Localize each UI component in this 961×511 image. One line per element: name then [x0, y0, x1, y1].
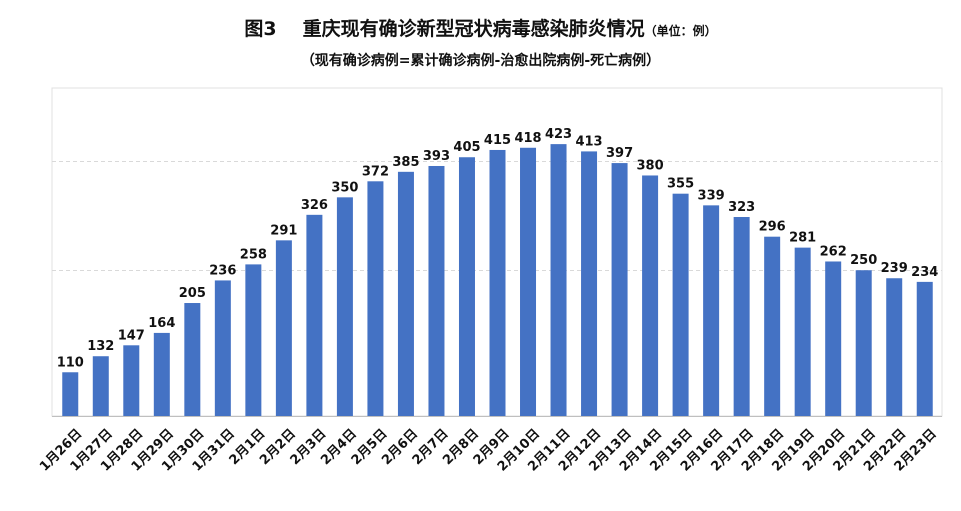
bar: [62, 372, 79, 416]
bar: [153, 332, 170, 416]
bar: [397, 171, 414, 416]
data-label: 405: [453, 140, 480, 155]
bar: [123, 345, 140, 416]
bar: [581, 151, 598, 416]
data-label: 393: [423, 149, 450, 164]
data-label: 239: [881, 261, 908, 276]
bar: [764, 236, 781, 416]
data-label: 413: [575, 134, 602, 149]
title-text: 重庆现有确诊新型冠状病毒感染肺炎情况: [302, 18, 645, 40]
data-label: 385: [392, 155, 419, 170]
data-label: 110: [57, 355, 84, 370]
data-label: 423: [545, 127, 572, 142]
bar: [489, 149, 506, 416]
bar: [184, 303, 201, 416]
bar: [703, 205, 720, 416]
data-label: 380: [637, 158, 664, 173]
data-label: 326: [301, 198, 328, 213]
data-label: 415: [484, 133, 511, 148]
data-label: 132: [87, 339, 114, 354]
data-label: 350: [331, 180, 358, 195]
bar: [92, 356, 109, 416]
bar: [306, 214, 323, 416]
bar: [794, 247, 811, 416]
chart-subtitle: （现有确诊病例=累计确诊病例-治愈出院病例-死亡病例）: [300, 53, 661, 69]
data-label: 418: [514, 131, 541, 146]
chart-title: 图3 重庆现有确诊新型冠状病毒感染肺炎情况（单位：例）: [0, 14, 961, 41]
bar: [245, 264, 262, 416]
data-label: 147: [118, 328, 145, 343]
data-label: 339: [698, 188, 725, 203]
data-label: 291: [270, 223, 297, 238]
bar: [367, 181, 384, 416]
bar: [886, 278, 903, 416]
data-label: 262: [820, 244, 847, 259]
bar: [916, 281, 933, 416]
unit-label: （单位：例）: [644, 24, 717, 38]
data-label: 281: [789, 231, 816, 246]
figure-number: 图3: [244, 18, 277, 40]
bar: [336, 197, 353, 416]
data-label: 372: [362, 164, 389, 179]
bar: [733, 217, 750, 416]
data-label: 296: [759, 220, 786, 235]
bar: [428, 165, 445, 416]
bar: [214, 280, 231, 416]
data-label: 236: [209, 263, 236, 278]
bar: [825, 261, 842, 416]
data-label: 258: [240, 247, 267, 262]
data-label: 234: [911, 265, 938, 280]
bar: [855, 270, 872, 416]
bar: [672, 193, 689, 416]
bar: [611, 163, 628, 416]
bar: [550, 144, 567, 416]
bar: [458, 157, 475, 417]
data-label: 205: [179, 286, 206, 301]
data-label: 164: [148, 316, 175, 331]
data-label: 397: [606, 146, 633, 161]
bar: [275, 240, 292, 416]
data-label: 323: [728, 200, 755, 215]
data-label: 355: [667, 177, 694, 192]
data-label: 250: [850, 253, 877, 268]
bar: [520, 147, 537, 416]
bar: [642, 175, 659, 416]
